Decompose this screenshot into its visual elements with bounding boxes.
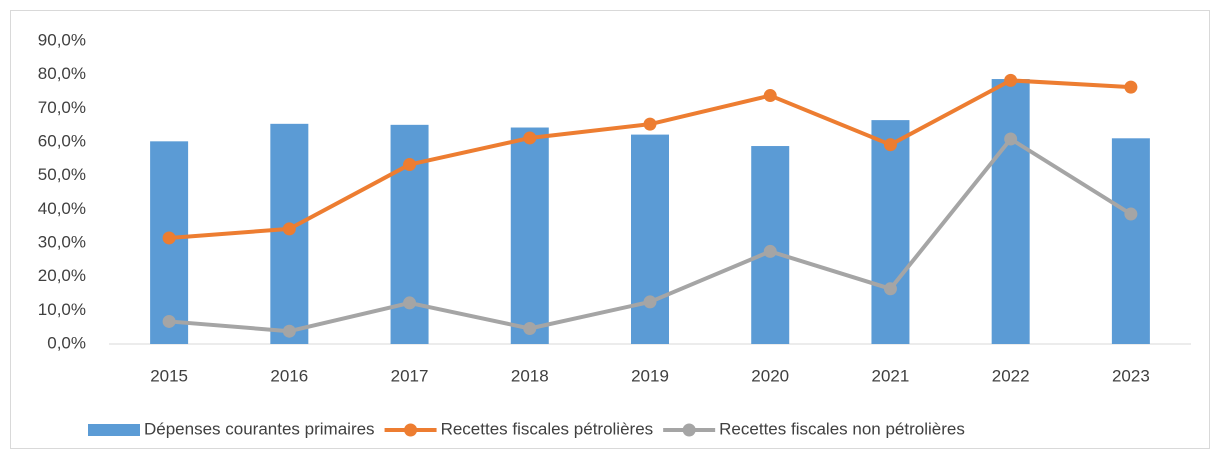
marker [643,117,657,131]
y-tick-label: 20,0% [38,266,86,285]
marker [763,89,777,103]
y-tick-label: 40,0% [38,199,86,218]
marker [523,322,537,336]
y-tick-label: 90,0% [38,30,86,49]
marker [1124,207,1138,221]
x-tick-label: 2019 [631,366,669,385]
marker [763,244,777,258]
x-tick-label: 2016 [270,366,308,385]
legend-marker [404,423,418,437]
x-tick-label: 2020 [751,366,789,385]
y-tick-label: 70,0% [38,98,86,117]
marker [162,314,176,328]
y-tick-label: 30,0% [38,232,86,251]
bar [510,127,549,344]
marker [1004,73,1018,87]
y-tick-label: 60,0% [38,131,86,150]
bar [991,79,1030,344]
marker [403,296,417,310]
marker [1124,80,1138,94]
x-tick-label: 2022 [992,366,1030,385]
x-tick-label: 2018 [511,366,549,385]
marker [403,158,417,172]
legend-label: Dépenses courantes primaires [144,419,375,438]
marker [1004,132,1018,146]
marker [883,282,897,296]
bar [390,124,429,344]
marker [883,138,897,152]
marker [282,222,296,236]
x-tick-label: 2023 [1112,366,1150,385]
y-tick-label: 80,0% [38,64,86,83]
legend-swatch [88,424,140,436]
bar [631,134,669,344]
legend-marker [682,423,696,437]
x-tick-label: 2015 [150,366,188,385]
marker [282,324,296,338]
x-tick-label: 2017 [391,366,429,385]
y-tick-label: 0,0% [47,333,86,352]
marker [523,131,537,145]
legend-label: Recettes fiscales non pétrolières [719,419,965,438]
x-tick-label: 2021 [872,366,910,385]
y-tick-label: 10,0% [38,300,86,319]
y-tick-label: 50,0% [38,165,86,184]
legend-label: Recettes fiscales pétrolières [441,419,654,438]
marker [162,231,176,245]
bar [1111,138,1150,344]
bar [871,120,910,344]
marker [643,295,657,309]
